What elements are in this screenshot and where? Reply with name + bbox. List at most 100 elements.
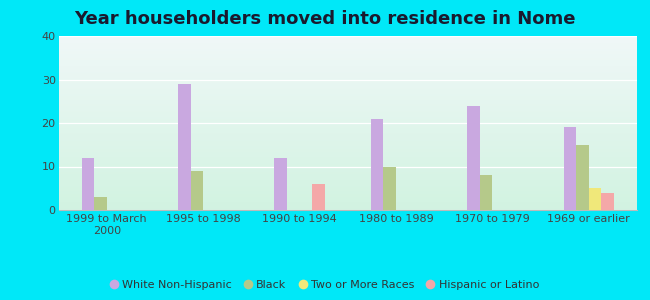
Bar — [58, 67, 637, 68]
Bar — [58, 179, 637, 180]
Bar — [58, 112, 637, 113]
Bar — [58, 151, 637, 152]
Bar — [384, 167, 396, 210]
Bar — [58, 115, 637, 116]
Bar — [58, 52, 637, 53]
Bar — [58, 165, 637, 166]
Bar — [58, 169, 637, 170]
Bar — [58, 208, 637, 209]
Bar — [58, 63, 637, 64]
Bar — [58, 79, 637, 80]
Bar — [58, 181, 637, 182]
Bar — [58, 69, 637, 70]
Bar — [58, 131, 637, 132]
Bar — [190, 171, 203, 210]
Bar — [58, 85, 637, 86]
Bar — [58, 59, 637, 60]
Bar — [58, 149, 637, 150]
Bar — [58, 162, 637, 163]
Bar — [58, 182, 637, 183]
Bar — [58, 133, 637, 134]
Bar — [58, 135, 637, 136]
Bar — [58, 82, 637, 83]
Bar — [58, 160, 637, 161]
Bar — [58, 99, 637, 100]
Bar — [58, 142, 637, 143]
Bar — [58, 188, 637, 189]
Bar — [58, 80, 637, 81]
Bar — [58, 123, 637, 124]
Bar — [58, 47, 637, 48]
Bar — [58, 194, 637, 195]
Bar — [577, 145, 589, 210]
Text: Year householders moved into residence in Nome: Year householders moved into residence i… — [74, 11, 576, 28]
Bar — [58, 174, 637, 175]
Bar — [58, 75, 637, 76]
Bar — [58, 121, 637, 122]
Bar — [58, 100, 637, 101]
Bar — [58, 113, 637, 114]
Bar — [58, 43, 637, 44]
Bar — [58, 96, 637, 97]
Bar — [58, 106, 637, 107]
Bar — [58, 190, 637, 191]
Bar — [58, 111, 637, 112]
Bar — [58, 124, 637, 125]
Bar — [58, 134, 637, 135]
Bar — [58, 198, 637, 199]
Bar — [58, 108, 637, 109]
Bar — [58, 62, 637, 63]
Bar — [58, 114, 637, 115]
Bar — [312, 184, 324, 210]
Bar — [371, 119, 384, 210]
Bar — [58, 119, 637, 120]
Bar — [58, 196, 637, 197]
Bar — [58, 138, 637, 139]
Bar — [58, 191, 637, 192]
Bar — [58, 73, 637, 74]
Bar — [58, 42, 637, 43]
Bar — [58, 197, 637, 198]
Bar — [58, 55, 637, 56]
Bar — [58, 163, 637, 164]
Bar — [58, 178, 637, 179]
Bar — [58, 130, 637, 131]
Bar — [58, 207, 637, 208]
Bar — [58, 105, 637, 106]
Bar — [58, 154, 637, 155]
Bar — [58, 203, 637, 204]
Bar — [58, 56, 637, 57]
Bar — [58, 94, 637, 95]
Bar — [58, 122, 637, 123]
Bar — [58, 145, 637, 146]
Bar — [58, 45, 637, 46]
Bar — [58, 102, 637, 103]
Bar — [58, 58, 637, 59]
Bar — [58, 209, 637, 210]
Bar — [589, 188, 601, 210]
Bar — [58, 168, 637, 169]
Bar — [58, 83, 637, 84]
Bar — [178, 84, 190, 210]
Bar — [58, 144, 637, 145]
Bar — [58, 157, 637, 158]
Bar — [58, 175, 637, 176]
Bar — [58, 71, 637, 72]
Bar — [274, 158, 287, 210]
Bar — [58, 125, 637, 126]
Bar — [58, 132, 637, 133]
Bar — [58, 206, 637, 207]
Bar — [58, 97, 637, 98]
Bar — [58, 85, 637, 86]
Bar — [58, 92, 637, 93]
Bar — [58, 166, 637, 167]
Bar — [58, 167, 637, 168]
Bar — [58, 118, 637, 119]
Bar — [58, 159, 637, 160]
Bar — [58, 39, 637, 40]
Bar — [58, 40, 637, 41]
Bar — [58, 48, 637, 49]
Bar — [58, 104, 637, 105]
Bar — [480, 175, 493, 210]
Bar — [58, 180, 637, 181]
